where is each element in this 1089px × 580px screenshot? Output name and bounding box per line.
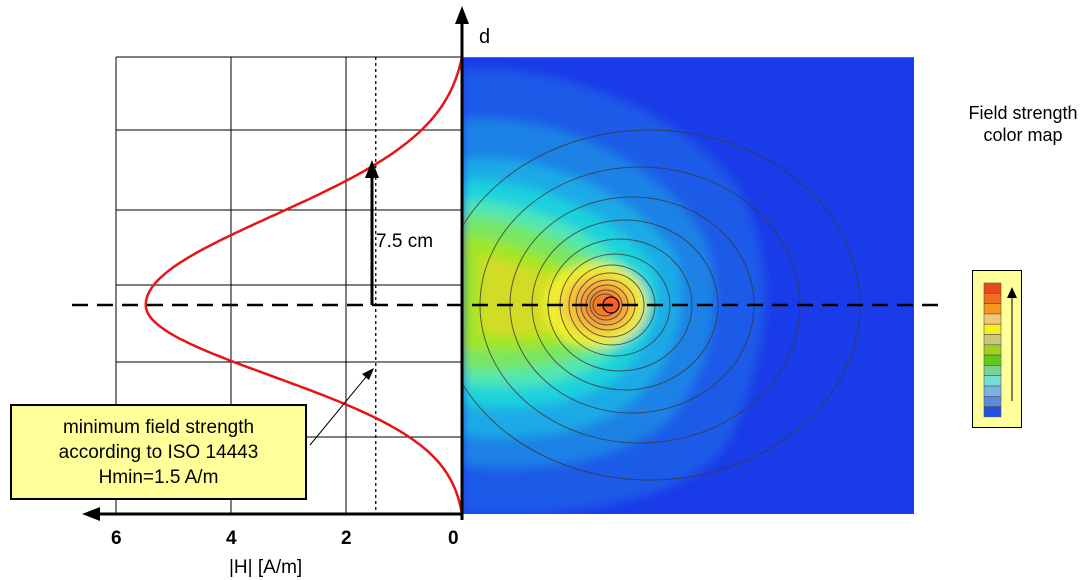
note-pointer-arrow [309,368,374,446]
distance-arrow [365,160,379,305]
horizontal-axis-label: |H| [A/m] [229,557,302,578]
tick-label-2: 2 [341,528,352,549]
legend-swatch [983,385,1002,397]
vertical-axis-label: d [479,26,490,48]
horizontal-axis-ticks: 6 4 2 0 [111,528,459,549]
legend-title-line-1: Field strength [968,103,1078,123]
vertical-axis [455,6,469,520]
legend-swatches [983,282,1002,418]
legend-swatch [983,406,1002,418]
note-line-2: according to ISO 14443 [58,441,259,463]
tick-label-0: 0 [448,528,459,549]
legend-swatch [983,375,1002,387]
note-line-1: minimum field strength [62,416,255,438]
legend-swatch [983,323,1002,335]
field-strength-map [462,57,914,514]
legend-swatch [983,334,1002,346]
legend-title: Field strength color map [958,102,1088,146]
horizontal-axis-arrowhead [82,507,100,521]
legend-arrow [1007,287,1017,401]
legend-swatch [983,344,1002,356]
tick-label-4: 4 [226,528,237,549]
horizontal-axis [82,507,462,521]
minimum-field-strength-note: minimum field strength according to ISO … [10,404,307,500]
legend-swatch [983,303,1002,315]
legend-swatch [983,354,1002,366]
legend-swatch [983,396,1002,407]
legend-swatch [983,282,1002,294]
field-strength-curve [144,56,464,515]
note-line-3: Hmin=1.5 A/m [98,466,219,488]
tick-label-6: 6 [111,528,122,549]
legend-swatch [983,292,1002,304]
legend-swatch [983,365,1002,377]
distance-label: 7.5 cm [376,231,433,252]
vertical-axis-arrowhead [455,6,469,24]
color-map-legend [972,270,1022,428]
legend-title-line-2: color map [983,125,1063,145]
legend-swatch [983,313,1002,325]
